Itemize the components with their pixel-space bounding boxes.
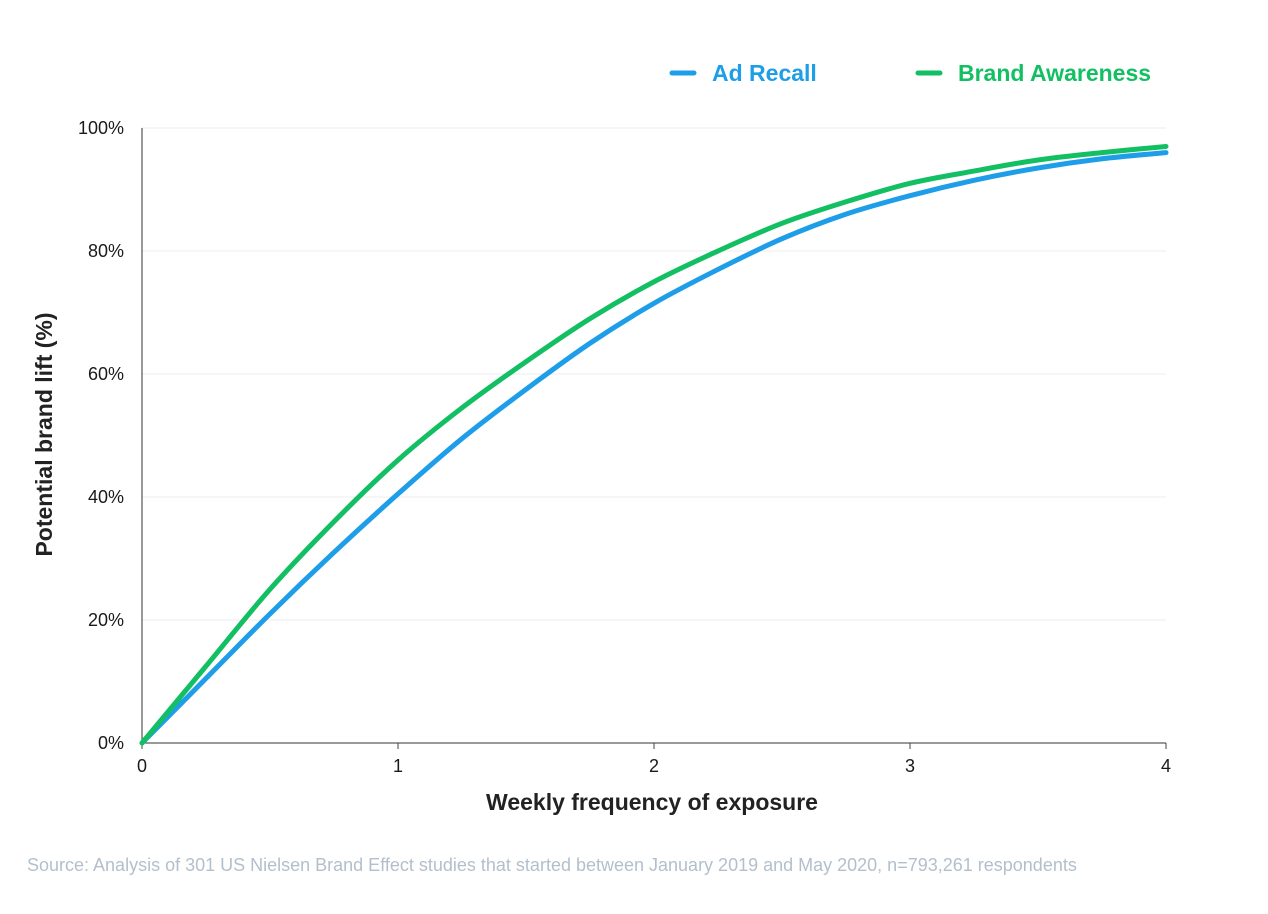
legend: Ad Recall Brand Awareness [669, 60, 1151, 86]
y-tick-label: 40% [88, 487, 124, 507]
y-tick-label: 0% [98, 733, 124, 753]
y-axis-ticks: 0% 20% 40% 60% 80% 100% [78, 118, 124, 753]
y-tick-label: 100% [78, 118, 124, 138]
y-tick-label: 80% [88, 241, 124, 261]
source-note: Source: Analysis of 301 US Nielsen Brand… [27, 855, 1077, 875]
y-axis-title: Potential brand lift (%) [31, 312, 57, 556]
gridlines [142, 127, 1166, 621]
x-axis-title: Weekly frequency of exposure [486, 789, 818, 815]
x-tick-label: 0 [137, 756, 147, 776]
legend-item-brand-awareness: Brand Awareness [915, 60, 1151, 86]
legend-label: Ad Recall [712, 60, 817, 86]
x-tick-label: 4 [1161, 756, 1171, 776]
legend-label: Brand Awareness [958, 60, 1151, 86]
x-tick-label: 1 [393, 756, 403, 776]
x-tick-label: 2 [649, 756, 659, 776]
x-axis-ticks: 0 1 2 3 4 [137, 743, 1171, 776]
legend-item-ad-recall: Ad Recall [669, 60, 817, 86]
series-line-brand-awareness [139, 143, 1169, 746]
axes [141, 128, 1166, 744]
y-tick-label: 20% [88, 610, 124, 630]
x-tick-label: 3 [905, 756, 915, 776]
series-line-ad-recall [139, 150, 1169, 746]
series-lines [139, 143, 1169, 746]
y-tick-label: 60% [88, 364, 124, 384]
